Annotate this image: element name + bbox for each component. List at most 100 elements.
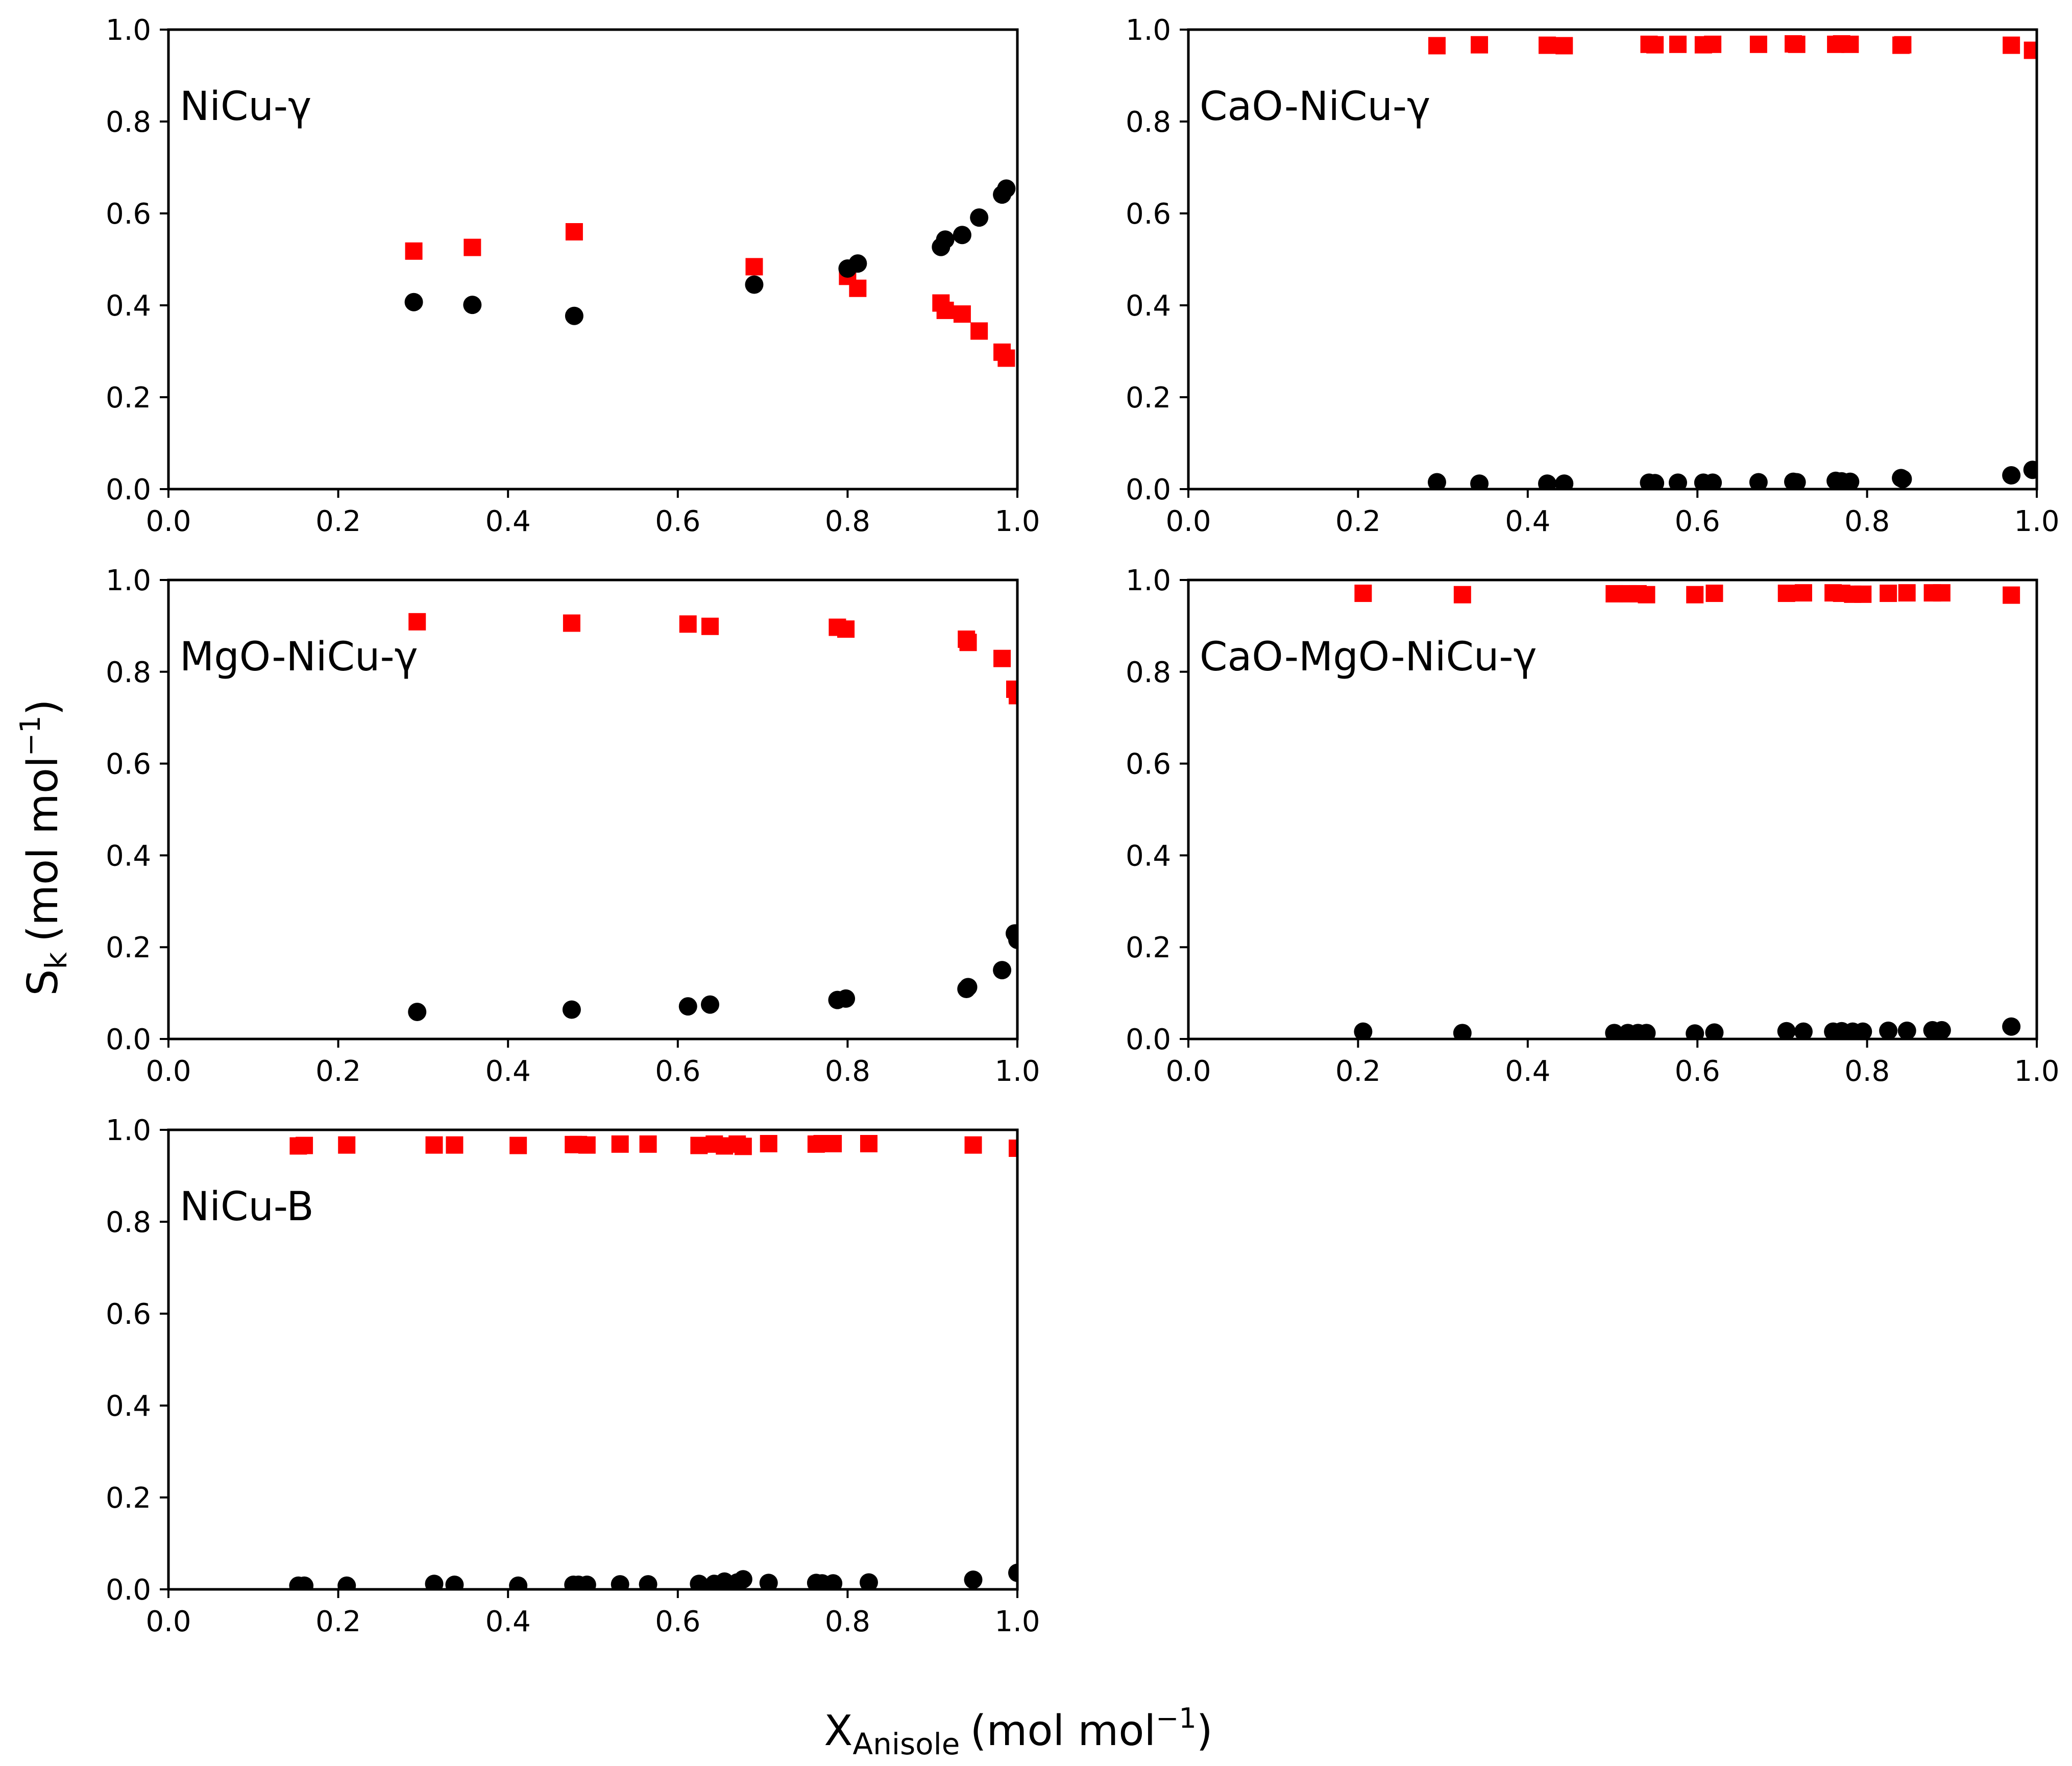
data-point-circle (2023, 461, 2037, 479)
data-point-square (745, 258, 763, 276)
data-point-square (679, 615, 697, 633)
x-tick-label: 1.0 (994, 1605, 1040, 1638)
data-point-square (446, 1136, 464, 1154)
y-tick-label: 1.0 (106, 1114, 151, 1147)
data-point-square (959, 634, 977, 651)
x-tick-label: 1.0 (2014, 1055, 2059, 1088)
data-point-circle (611, 1575, 629, 1589)
data-point-circle (1787, 473, 1806, 489)
data-point-square (1428, 37, 1446, 55)
y-tick-label: 0.8 (1126, 106, 1171, 139)
data-point-circle (1749, 473, 1768, 489)
data-point-circle (964, 1570, 983, 1589)
data-point-circle (953, 226, 971, 245)
data-point-square (953, 305, 971, 323)
data-marks (408, 613, 1017, 1021)
y-tick-label: 1.0 (1126, 14, 1171, 47)
data-point-circle (577, 1576, 596, 1589)
x-axis-title-sup: −1 (1156, 1702, 1197, 1734)
x-tick-label: 0.6 (1675, 1055, 1720, 1088)
x-axis-title-sub: Anisole (852, 1727, 960, 1761)
panel-frame (167, 578, 1019, 1041)
data-point-circle (1794, 1022, 1813, 1039)
data-point-square (837, 620, 855, 638)
data-point-circle (404, 293, 423, 311)
panel-frame (1187, 578, 2038, 1041)
x-tick-label: 1.0 (994, 1055, 1040, 1088)
data-point-square (936, 301, 954, 319)
y-tick-label: 0.4 (1126, 289, 1171, 323)
x-tick-label: 0.2 (315, 505, 361, 538)
data-point-circle (1470, 474, 1489, 489)
y-axis-title-sub: k (39, 952, 74, 969)
data-point-circle (936, 230, 955, 249)
panels-group: 0.0 0.2 0.4 0.6 0.8 1.0 0.0 0.2 0.4 0.6 0.8 1.0 NiCu… (106, 14, 2060, 1638)
y-tick-label: 0.6 (1126, 748, 1171, 781)
y-tick-label: 0.2 (106, 1482, 151, 1515)
panel-4: 0.0 0.2 0.4 0.6 0.8 1.0 0.0 0.2 0.4 0.6 0.8 1.0 CaO-… (1126, 564, 2060, 1088)
data-point-circle (848, 254, 867, 273)
data-point-square (338, 1136, 356, 1154)
data-point-circle (1538, 474, 1557, 489)
data-point-square (509, 1136, 527, 1154)
data-point-circle (337, 1576, 356, 1589)
data-point-circle (1605, 1024, 1624, 1039)
y-tick-label: 0.2 (106, 931, 151, 964)
data-point-square (611, 1135, 629, 1153)
panel-label: MgO-NiCu-γ (180, 634, 418, 680)
data-point-circle (1453, 1024, 1472, 1039)
x-tick-label: 0.2 (315, 1055, 361, 1088)
data-point-square (2024, 41, 2037, 59)
data-point-circle (639, 1575, 657, 1589)
data-point-circle (837, 989, 856, 1008)
data-point-circle (1646, 474, 1665, 489)
y-tick-label: 0.4 (106, 839, 151, 873)
y-tick-label: 0.2 (106, 381, 151, 415)
data-point-square (296, 1136, 313, 1154)
data-point-square (464, 238, 481, 256)
data-point-circle (993, 961, 1012, 980)
data-point-square (1704, 35, 1722, 53)
y-tick-label: 0.8 (106, 106, 151, 139)
y-tick-label: 0.2 (1126, 381, 1171, 415)
data-point-circle (463, 296, 482, 315)
x-tick-label: 0.0 (1165, 505, 1211, 538)
data-point-square (405, 242, 423, 260)
x-tick-label: 0.0 (145, 1055, 191, 1088)
x-tick-label: 0.4 (485, 1055, 531, 1088)
data-point-square (849, 279, 867, 297)
data-point-square (1638, 586, 1655, 603)
y-tick-label: 0.0 (106, 1023, 151, 1056)
x-tick-label: 0.8 (825, 1605, 870, 1638)
data-point-square (565, 223, 583, 240)
x-tick-label: 0.8 (1844, 1055, 1890, 1088)
x-axis-title-unit: (mol mol (970, 1707, 1156, 1755)
x-tick-label: 0.6 (655, 1055, 700, 1088)
x-tick-label: 0.8 (1844, 505, 1890, 538)
data-point-square (964, 1136, 982, 1154)
data-point-square (2003, 36, 2020, 54)
data-point-square (701, 617, 719, 635)
data-point-circle (1879, 1021, 1898, 1039)
panel-label: CaO-MgO-NiCu-γ (1200, 634, 1537, 680)
panel-2: 0.0 0.2 0.4 0.6 0.8 1.0 0.0 0.2 0.4 0.6 0.8 1.0 CaO-… (1126, 14, 2060, 538)
x-tick-label: 0.2 (315, 1605, 361, 1638)
panel-frame (167, 1128, 1019, 1591)
x-tick-label: 0.2 (1335, 505, 1381, 538)
data-point-circle (1637, 1024, 1656, 1039)
data-point-circle (970, 208, 989, 227)
data-point-square (1009, 687, 1017, 705)
x-tick-label: 0.4 (485, 1605, 531, 1638)
y-tick-label: 0.6 (106, 748, 151, 781)
data-point-square (1933, 584, 1951, 602)
data-point-square (1841, 35, 1859, 53)
data-point-circle (425, 1575, 444, 1589)
data-point-circle (1008, 930, 1017, 949)
data-point-square (760, 1135, 777, 1152)
data-point-square (1854, 585, 1872, 603)
y-axis-title: Sk (mol mol−1) (14, 699, 74, 996)
y-tick-label: 1.0 (106, 14, 151, 47)
data-point-circle (759, 1574, 778, 1589)
panel-frame (167, 28, 1019, 491)
